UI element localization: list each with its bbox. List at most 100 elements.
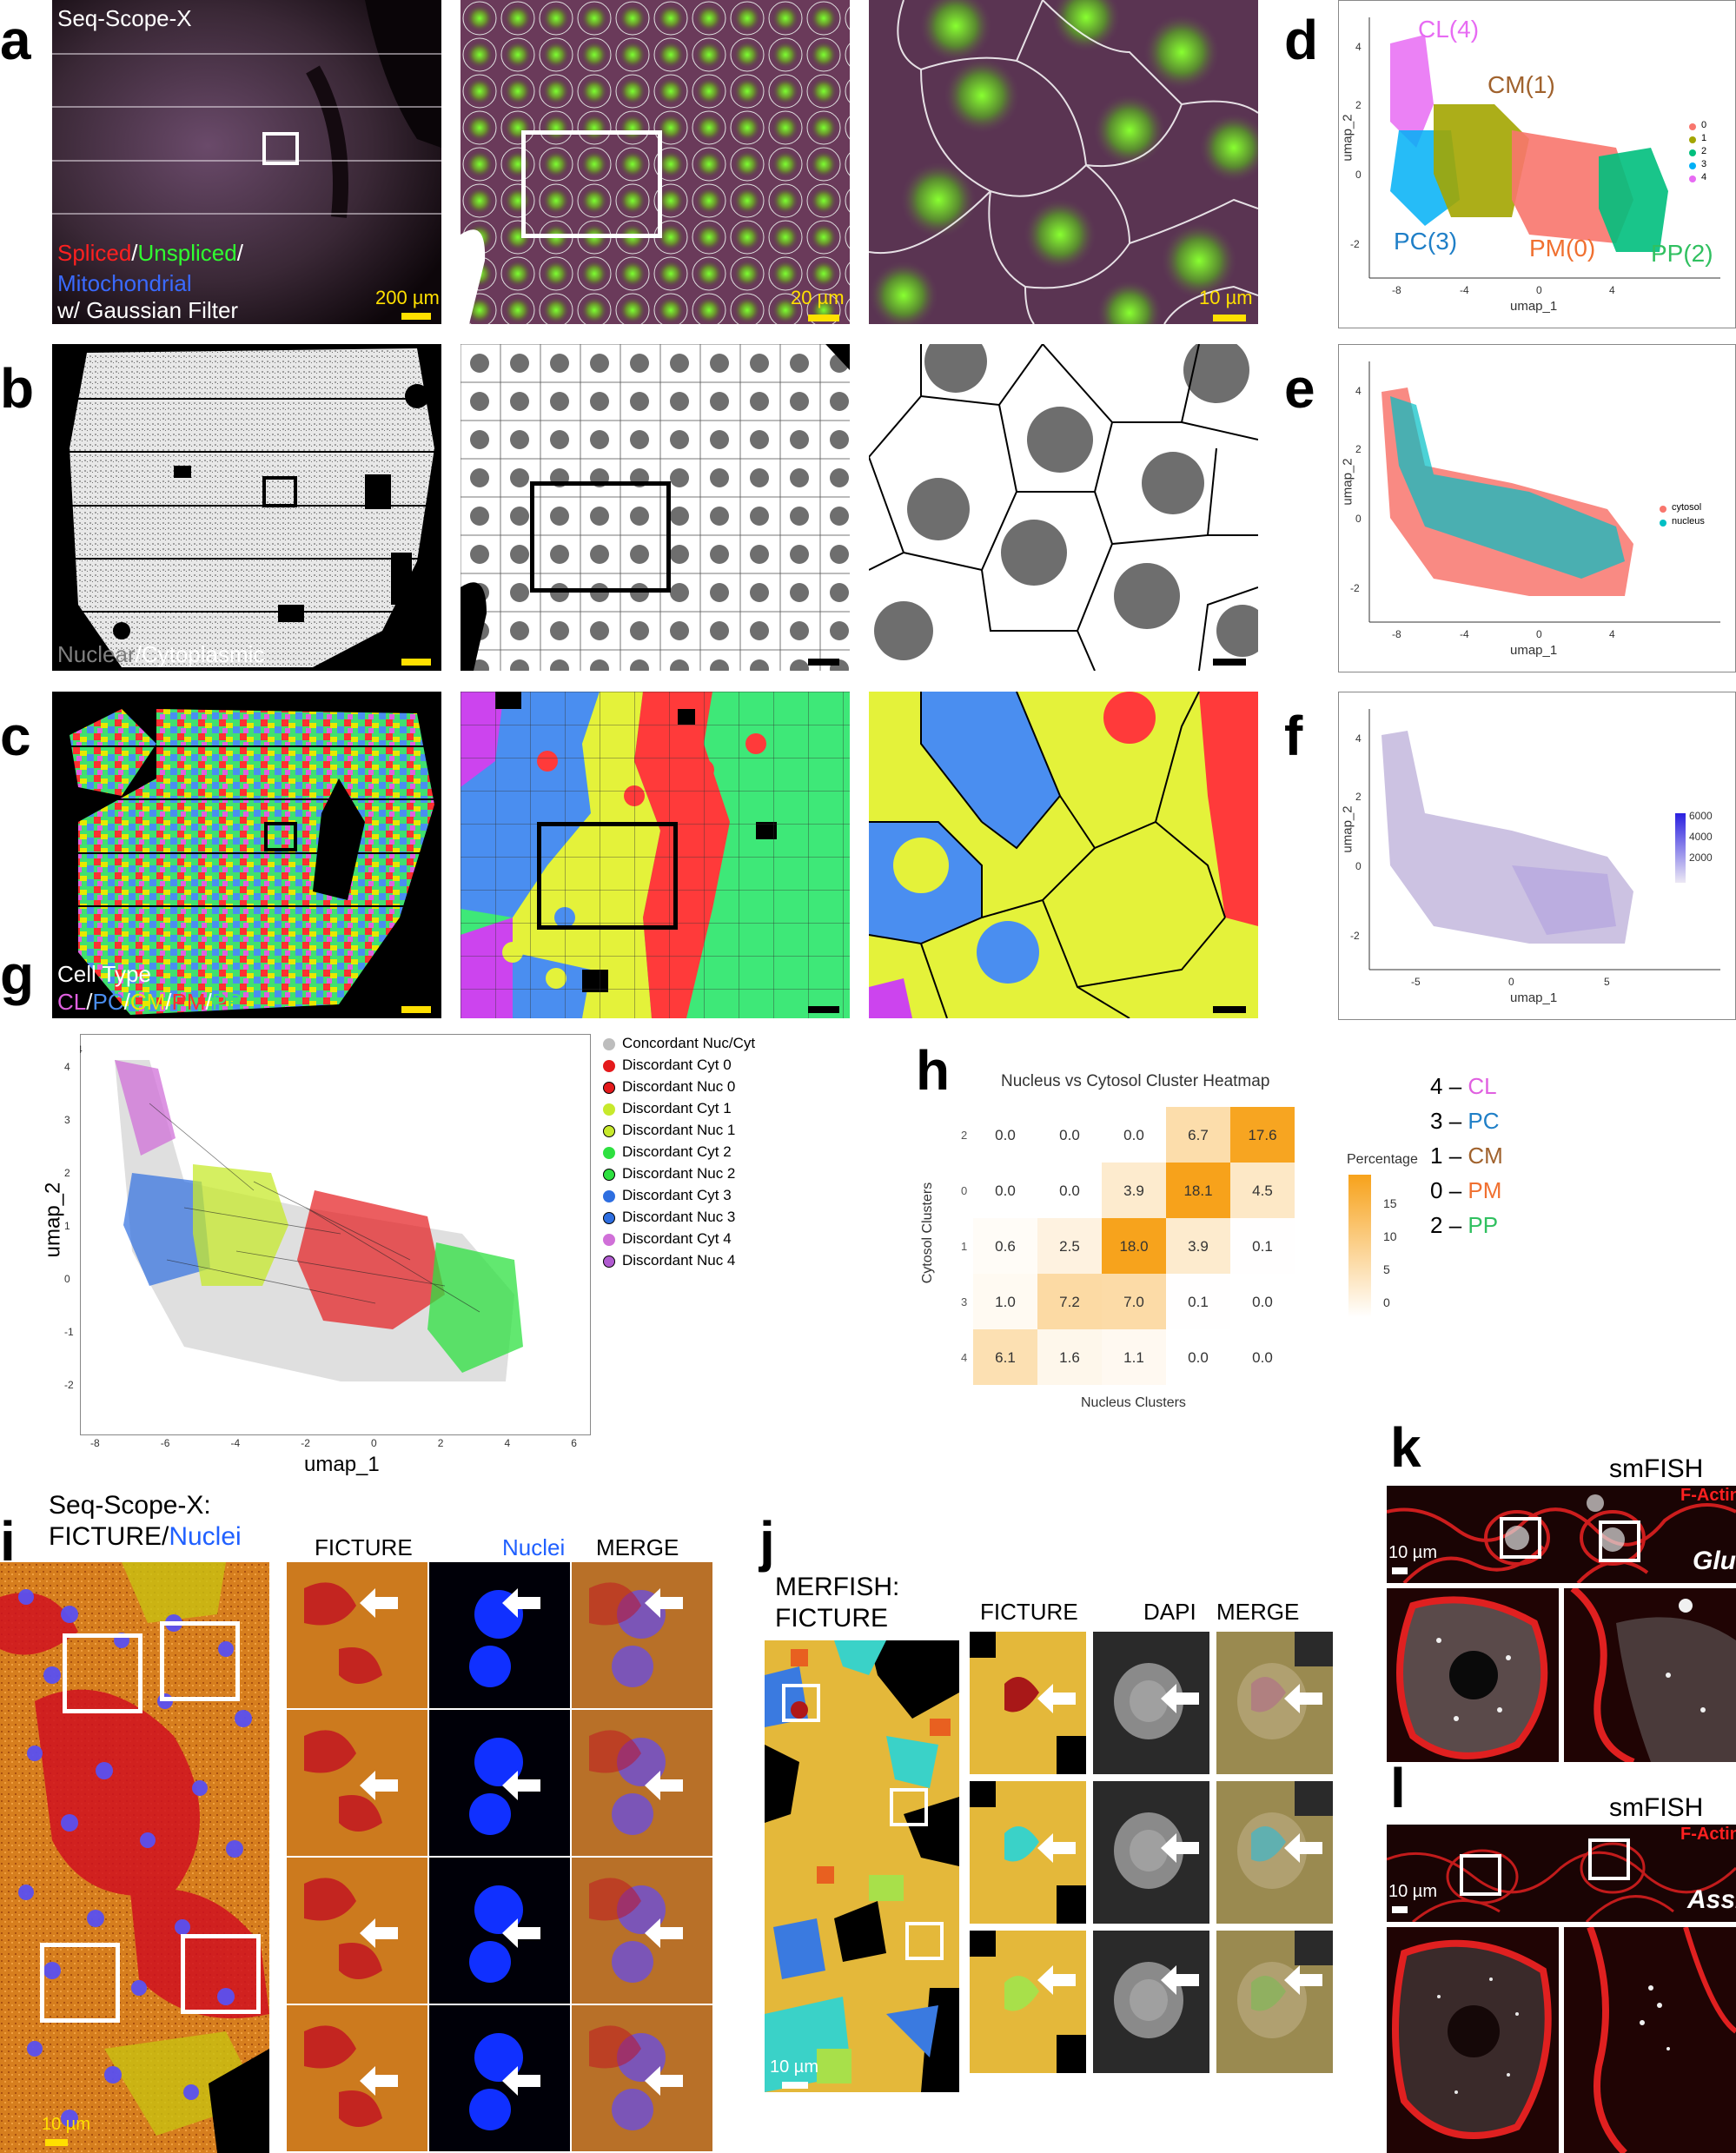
heatmap-y-tick: 4 — [961, 1351, 967, 1364]
cluster-label-cm: CM(1) — [1488, 71, 1555, 98]
panel-i-title-line1: Seq-Scope-X: — [49, 1491, 211, 1520]
stain-label: F-Actin — [1680, 1486, 1736, 1505]
panel-c-overview-image — [52, 692, 441, 1018]
panel-a-zoom1-image — [461, 0, 850, 324]
panel-letter-b: b — [0, 357, 35, 420]
y-axis-label: umap_2 — [1340, 458, 1355, 506]
zoom-box — [530, 481, 671, 593]
x-axis-label: umap_1 — [304, 1453, 380, 1476]
scale-bar — [808, 659, 839, 666]
panel-e-scatter: 4 2 0 -2 -8 -4 0 4 — [1350, 361, 1720, 640]
svg-text:0: 0 — [1355, 169, 1362, 181]
legend-item: Discordant Cyt 2 — [603, 1143, 803, 1164]
svg-text:4: 4 — [1355, 732, 1362, 745]
zoom-box — [782, 1684, 820, 1722]
legend-mitochondrial: Mitochondrial — [57, 270, 192, 296]
panel-c-zoom2-image — [869, 692, 1258, 1018]
crop-tile — [572, 1710, 712, 1856]
heatmap-value-label: 3.9 — [1123, 1182, 1144, 1199]
cluster-label-pm: PM(0) — [1529, 235, 1596, 262]
heatmap-cell — [1037, 1218, 1102, 1274]
arrow-icon — [1284, 1684, 1322, 1718]
heatmap-cell — [1102, 1329, 1166, 1385]
legend-item: Discordant Cyt 3 — [603, 1186, 803, 1208]
svg-text:-8: -8 — [1392, 284, 1401, 296]
zoom-box — [160, 1621, 240, 1701]
crop-tile — [287, 1858, 427, 2004]
svg-text:0: 0 — [1355, 860, 1362, 872]
svg-text:5: 5 — [1604, 976, 1610, 988]
panel-c-legend-types: CL/PC/CM/PM/PP — [57, 989, 242, 1015]
zoom-box — [262, 132, 299, 165]
heatmap-cell — [973, 1163, 1037, 1218]
zoom-box — [1588, 1838, 1630, 1880]
svg-text:-2: -2 — [1350, 238, 1360, 250]
heatmap-value-label: 0.1 — [1188, 1294, 1209, 1310]
heatmap-x-tick: 4 — [997, 1392, 1011, 1394]
panel-j-title-line1: MERFISH: — [775, 1573, 900, 1601]
zoom-box — [63, 1633, 142, 1713]
y-axis-label: umap_2 — [1340, 114, 1355, 162]
zoom-box — [1460, 1854, 1501, 1896]
type-pc: PC — [92, 989, 124, 1015]
svg-text:2: 2 — [1355, 99, 1362, 111]
heatmap-y-tick: 0 — [961, 1184, 967, 1197]
heatmap-value-label: 2.5 — [1059, 1238, 1080, 1255]
type-cm: CM — [129, 989, 166, 1015]
crop-tile — [1216, 1931, 1333, 2073]
heatmap-cell — [1037, 1163, 1102, 1218]
svg-text:0: 0 — [1536, 284, 1542, 296]
heatmap-value-label: 4.5 — [1252, 1182, 1273, 1199]
heatmap-value-label: 0.0 — [1059, 1127, 1080, 1143]
panel-k-title: smFISH — [1609, 1454, 1704, 1483]
legend-unspliced: Unspliced — [137, 240, 237, 266]
crop-tile — [572, 1562, 712, 1708]
type-cl: CL — [57, 989, 87, 1015]
heatmap-value-label: 17.6 — [1248, 1127, 1276, 1143]
crop-tile — [1216, 1781, 1333, 1924]
heatmap-cell — [1166, 1163, 1230, 1218]
legend-item: Concordant Nuc/Cyt — [603, 1034, 803, 1056]
scale-bar — [45, 2139, 68, 2146]
cluster-label-pc: PC(3) — [1394, 228, 1458, 255]
zoom-box — [181, 1934, 261, 2014]
cluster-label-cl: CL(4) — [1418, 16, 1480, 43]
heatmap-y-tick: 3 — [961, 1295, 967, 1308]
zoom-box — [262, 476, 297, 507]
crop-tile — [429, 2005, 570, 2151]
scale-bar — [808, 1006, 839, 1013]
scale-bar — [808, 315, 839, 321]
colorbar-title: Percentage — [1347, 1152, 1418, 1167]
svg-text:4: 4 — [1355, 41, 1362, 53]
svg-text:2: 2 — [1355, 791, 1362, 803]
svg-text:4: 4 — [1609, 284, 1615, 296]
heatmap-title: Nucleus vs Cytosol Cluster Heatmap — [1001, 1072, 1270, 1090]
legend-item: Discordant Cyt 0 — [603, 1056, 803, 1077]
panel-i-crop-grid — [287, 1562, 712, 2153]
scale-bar — [1213, 315, 1246, 321]
scale-label: 10 µm — [1388, 1543, 1437, 1562]
legend-item: Discordant Nuc 0 — [603, 1077, 803, 1099]
panel-g-scatter: 4 — [80, 1043, 523, 1381]
heatmap-cell — [1166, 1274, 1230, 1329]
heatmap-cell — [973, 1274, 1037, 1329]
key-row: 2 – PP — [1430, 1212, 1499, 1238]
heatmap-x-label: Nucleus Clusters — [1081, 1395, 1186, 1410]
heatmap-value-label: 6.7 — [1188, 1127, 1209, 1143]
panel-letter-i: i — [0, 1510, 16, 1573]
panel-l-image — [1387, 1825, 1736, 1922]
heatmap-cell — [1102, 1107, 1166, 1163]
heatmap-y-label: Cytosol Clusters — [920, 1182, 936, 1284]
panel-l-crop-left — [1387, 1927, 1559, 2153]
column-header: MERGE — [596, 1534, 679, 1560]
scale-bar — [1213, 1006, 1246, 1013]
panel-g-yticks: 4 3 2 1 0 -1 -2 — [64, 1061, 74, 1391]
arrow-icon — [1037, 1833, 1076, 1867]
crop-tile — [287, 1710, 427, 1856]
heatmap-value-label: 18.0 — [1119, 1238, 1148, 1255]
zoom-box — [905, 1922, 944, 1960]
heatmap-value-label: 0.0 — [995, 1182, 1016, 1199]
gene-label: Glul — [1693, 1547, 1736, 1575]
panel-j-main-image — [765, 1640, 959, 2092]
heatmap-value-label: 0.0 — [1059, 1182, 1080, 1199]
